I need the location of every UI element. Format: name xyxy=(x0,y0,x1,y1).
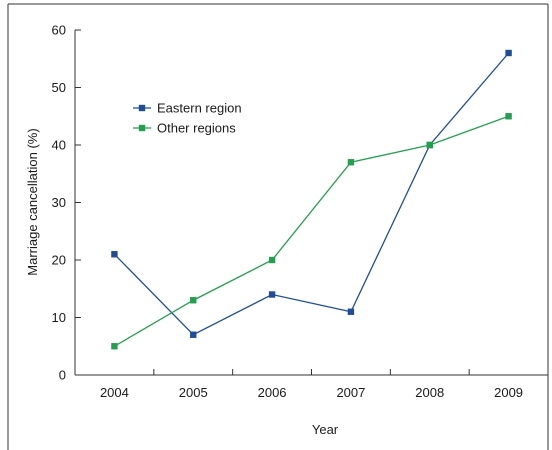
series-line xyxy=(114,115,509,347)
series-marker xyxy=(347,308,355,315)
legend-label: Eastern region xyxy=(157,101,242,116)
x-tick-label: 2005 xyxy=(179,385,208,400)
series-line xyxy=(113,52,510,336)
legend-label: Other regions xyxy=(157,121,236,136)
y-tick-label: 10 xyxy=(52,310,66,325)
x-tick-label: 2009 xyxy=(494,385,523,400)
x-tick-label: 2007 xyxy=(336,385,365,400)
series-marker xyxy=(111,251,118,258)
series-marker xyxy=(505,49,512,57)
y-axis-title: Marriage cancellation (%) xyxy=(25,128,40,275)
x-ticks: 2004 2005 2006 2007 2008 2009 xyxy=(100,369,523,400)
legend: Eastern region Other regions xyxy=(133,101,242,136)
y-ticks: 0 10 20 30 40 50 60 xyxy=(52,23,81,383)
series-marker xyxy=(190,297,197,304)
x-tick-label: 2006 xyxy=(258,385,287,400)
series-marker xyxy=(268,256,276,264)
y-tick-label: 0 xyxy=(59,368,66,383)
series-marker xyxy=(347,159,355,166)
x-tick-label: 2008 xyxy=(415,385,444,400)
y-tick-label: 20 xyxy=(52,253,66,268)
y-tick-label: 30 xyxy=(52,195,66,210)
y-tick-label: 50 xyxy=(52,80,66,95)
series-marker xyxy=(426,141,433,149)
series-marker xyxy=(505,113,512,120)
legend-marker xyxy=(138,104,146,112)
y-tick-label: 40 xyxy=(52,138,66,153)
series-marker xyxy=(268,291,276,298)
series-marker xyxy=(111,343,118,350)
x-tick-label: 2004 xyxy=(100,385,129,400)
series-marker xyxy=(190,331,197,338)
legend-marker xyxy=(138,124,146,132)
y-tick-label: 60 xyxy=(52,23,66,38)
x-axis-title: Year xyxy=(312,422,339,437)
series-layer xyxy=(111,49,512,350)
